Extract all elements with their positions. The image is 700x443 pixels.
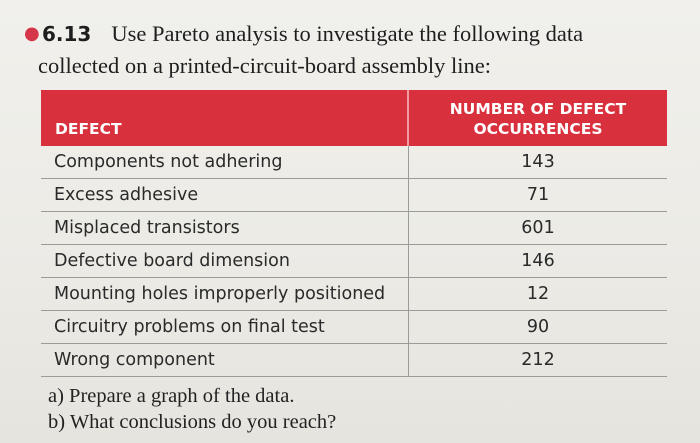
table-row: Defective board dimension 146 xyxy=(41,245,667,278)
header-occurrences-line1: NUMBER OF DEFECT xyxy=(449,100,627,118)
table-row: Mounting holes improperly positioned 12 xyxy=(41,278,667,311)
table-row: Wrong component 212 xyxy=(41,344,667,377)
problem-text-line2: collected on a printed-circuit-board ass… xyxy=(38,53,491,78)
defect-cell: Mounting holes improperly positioned xyxy=(41,278,409,310)
count-cell: 143 xyxy=(521,152,555,172)
count-cell: 90 xyxy=(526,317,550,337)
problem-number: 6.13 xyxy=(42,22,92,46)
count-cell: 601 xyxy=(521,218,555,238)
table-row: Components not adhering 143 xyxy=(41,146,667,179)
count-cell: 71 xyxy=(526,185,550,205)
problem-statement: ● 6.13 Use Pareto analysis to investigate … xyxy=(24,18,684,82)
count-cell: 12 xyxy=(526,284,550,304)
header-occurrences: NUMBER OF DEFECT OCCURRENCES xyxy=(409,90,667,146)
defect-cell: Wrong component xyxy=(41,344,409,376)
question-a: a) Prepare a graph of the data. xyxy=(48,385,295,407)
count-cell: 146 xyxy=(521,251,555,271)
problem-text-line1: Use Pareto analysis to investigate the f… xyxy=(111,21,584,46)
questions: a) Prepare a graph of the data. b) What … xyxy=(48,383,336,435)
defect-table: DEFECT NUMBER OF DEFECT OCCURRENCES Comp… xyxy=(41,90,667,377)
header-occurrences-line2: OCCURRENCES xyxy=(473,120,603,138)
bullet-dot-icon: ● xyxy=(24,23,40,44)
defect-cell: Misplaced transistors xyxy=(41,212,409,244)
defect-cell: Circuitry problems on final test xyxy=(41,311,409,343)
count-cell: 212 xyxy=(521,350,555,370)
table-row: Excess adhesive 71 xyxy=(41,179,667,212)
table-header: DEFECT NUMBER OF DEFECT OCCURRENCES xyxy=(41,90,667,146)
defect-cell: Components not adhering xyxy=(41,146,409,178)
defect-cell: Excess adhesive xyxy=(41,179,409,211)
defect-cell: Defective board dimension xyxy=(41,245,409,277)
table-row: Circuitry problems on final test 90 xyxy=(41,311,667,344)
header-defect: DEFECT xyxy=(41,90,409,146)
table-row: Misplaced transistors 601 xyxy=(41,212,667,245)
question-b: b) What conclusions do you reach? xyxy=(48,411,337,433)
